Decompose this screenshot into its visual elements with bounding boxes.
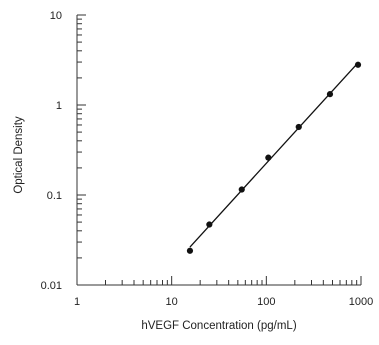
y-tick-label: 10 bbox=[50, 10, 62, 22]
data-point bbox=[295, 123, 302, 131]
fit-line-group bbox=[189, 62, 359, 248]
x-axis-title: hVEGF Concentration (pg/mL) bbox=[141, 320, 296, 332]
data-point bbox=[206, 221, 213, 228]
axes bbox=[76, 15, 361, 286]
data-point bbox=[238, 186, 245, 193]
x-tick-label: 10 bbox=[166, 296, 178, 308]
tick-labels: 1 10 100 1000 0.01 0.1 1 10 bbox=[41, 10, 374, 308]
ticks bbox=[76, 14, 362, 286]
y-tick-label: 0.1 bbox=[47, 190, 62, 202]
x-tick-label: 1000 bbox=[349, 296, 373, 308]
y-tick-label: 0.01 bbox=[41, 280, 62, 292]
data-point bbox=[186, 247, 194, 254]
data-point bbox=[326, 91, 334, 98]
fit-line bbox=[189, 62, 359, 248]
data-point bbox=[354, 61, 362, 68]
y-axis-title: Optical Density bbox=[13, 116, 25, 194]
data-point bbox=[265, 154, 272, 161]
data-points bbox=[186, 61, 362, 254]
y-tick-label: 1 bbox=[56, 100, 62, 112]
x-tick-label: 100 bbox=[257, 296, 275, 308]
x-tick-label: 1 bbox=[74, 296, 80, 308]
